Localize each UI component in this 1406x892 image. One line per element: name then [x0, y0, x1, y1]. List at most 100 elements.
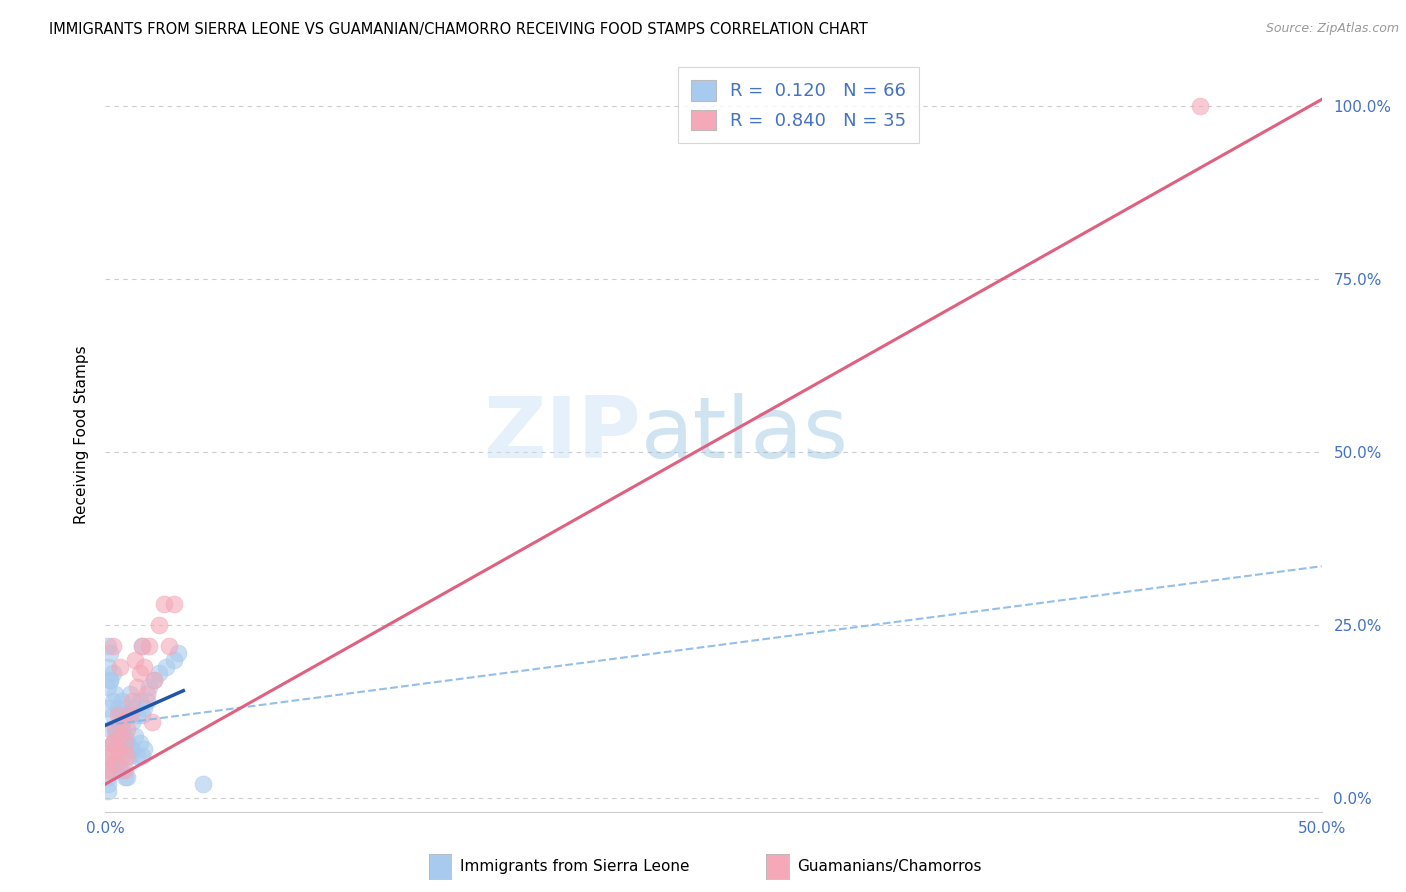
Text: Immigrants from Sierra Leone: Immigrants from Sierra Leone	[460, 859, 689, 873]
Point	[107, 701, 129, 715]
Point	[98, 722, 121, 736]
Point	[118, 707, 141, 722]
Text: atlas: atlas	[641, 393, 849, 476]
Point	[107, 729, 129, 743]
Point	[111, 763, 134, 777]
Point	[114, 742, 136, 756]
Legend: R =  0.120   N = 66, R =  0.840   N = 35: R = 0.120 N = 66, R = 0.840 N = 35	[678, 67, 920, 143]
Point	[128, 666, 150, 681]
Point	[108, 722, 131, 736]
Point	[125, 749, 148, 764]
Point	[108, 707, 131, 722]
Point	[155, 659, 177, 673]
Point	[162, 597, 184, 611]
Point	[191, 777, 214, 791]
Point	[157, 639, 180, 653]
Point	[135, 694, 157, 708]
Point	[125, 680, 148, 694]
Point	[104, 687, 127, 701]
Point	[117, 770, 139, 784]
Point	[121, 714, 143, 729]
Point	[131, 707, 153, 722]
Point	[128, 735, 150, 749]
Point	[117, 722, 139, 736]
Point	[124, 701, 146, 715]
Point	[162, 652, 184, 666]
Point	[97, 763, 120, 777]
Point	[117, 707, 139, 722]
Point	[118, 687, 141, 701]
Point	[121, 742, 143, 756]
Point	[107, 722, 129, 736]
Point	[114, 763, 136, 777]
Point	[104, 756, 127, 771]
Point	[138, 639, 160, 653]
Point	[101, 639, 124, 653]
Point	[107, 742, 129, 756]
Point	[97, 659, 120, 673]
Point	[114, 701, 136, 715]
Point	[108, 659, 131, 673]
Point	[124, 652, 146, 666]
Point	[101, 735, 124, 749]
Point	[167, 646, 190, 660]
Point	[107, 707, 129, 722]
Y-axis label: Receiving Food Stamps: Receiving Food Stamps	[73, 345, 89, 524]
Point	[117, 735, 139, 749]
Point	[118, 749, 141, 764]
Point	[135, 687, 157, 701]
Text: IMMIGRANTS FROM SIERRA LEONE VS GUAMANIAN/CHAMORRO RECEIVING FOOD STAMPS CORRELA: IMMIGRANTS FROM SIERRA LEONE VS GUAMANIA…	[49, 22, 868, 37]
Text: Source: ZipAtlas.com: Source: ZipAtlas.com	[1265, 22, 1399, 36]
Point	[148, 666, 170, 681]
Point	[128, 694, 150, 708]
Point	[143, 673, 166, 688]
Point	[114, 770, 136, 784]
Point	[98, 673, 121, 688]
Point	[111, 729, 134, 743]
Point	[148, 618, 170, 632]
Point	[98, 749, 121, 764]
Point	[97, 777, 120, 791]
Point	[134, 742, 156, 756]
Point	[131, 749, 153, 764]
Point	[101, 666, 124, 681]
Point	[97, 639, 120, 653]
Point	[108, 729, 131, 743]
Point	[118, 742, 141, 756]
Point	[98, 673, 121, 688]
Point	[101, 756, 124, 771]
Point	[1189, 99, 1212, 113]
Point	[131, 639, 153, 653]
Point	[101, 735, 124, 749]
Point	[97, 763, 120, 777]
Point	[124, 729, 146, 743]
Point	[98, 749, 121, 764]
Point	[97, 680, 120, 694]
Point	[101, 735, 124, 749]
Point	[134, 701, 156, 715]
Point	[131, 639, 153, 653]
Point	[108, 735, 131, 749]
Point	[97, 701, 120, 715]
Point	[98, 742, 121, 756]
Point	[97, 784, 120, 798]
Point	[97, 763, 120, 777]
Point	[143, 673, 166, 688]
Point	[107, 756, 129, 771]
Point	[114, 729, 136, 743]
Point	[141, 714, 163, 729]
Point	[97, 770, 120, 784]
Point	[111, 749, 134, 764]
Point	[117, 735, 139, 749]
Point	[114, 735, 136, 749]
Text: ZIP: ZIP	[482, 393, 641, 476]
Point	[153, 597, 176, 611]
Point	[101, 694, 124, 708]
Point	[134, 659, 156, 673]
Text: Guamanians/Chamorros: Guamanians/Chamorros	[797, 859, 981, 873]
Point	[125, 707, 148, 722]
Point	[104, 722, 127, 736]
Point	[98, 646, 121, 660]
Point	[111, 714, 134, 729]
Point	[104, 722, 127, 736]
